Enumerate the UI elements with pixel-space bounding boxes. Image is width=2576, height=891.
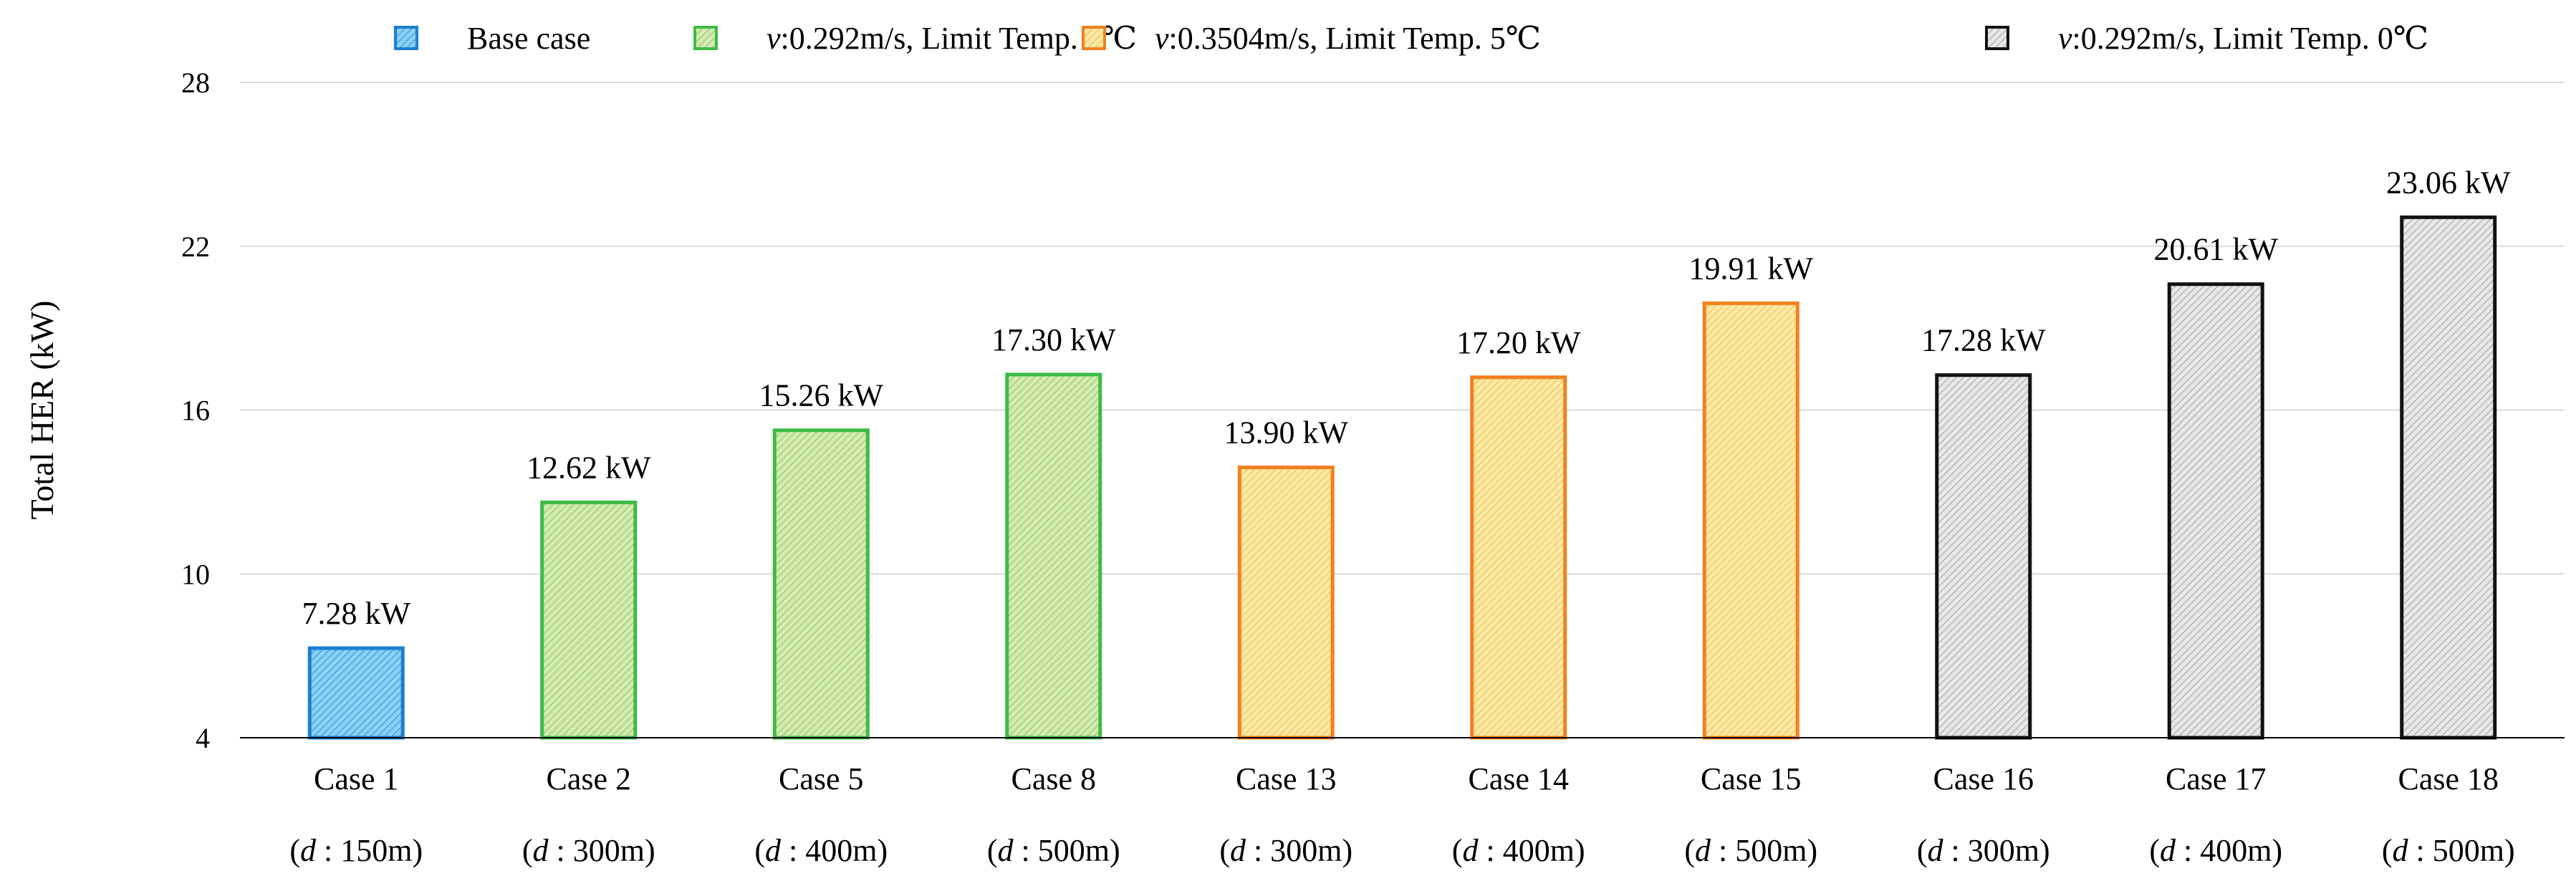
x-tick-label: Case 18 [2398,761,2499,796]
x-tick-sublabel: (d : 300m) [522,833,655,868]
x-tick-label: Case 15 [1701,761,1802,796]
x-tick-label: Case 13 [1236,761,1337,796]
bar-case-8 [1005,372,1102,740]
legend-swatch [1985,26,2009,50]
data-label: 17.30 kW [991,322,1116,357]
y-tick-label: 10 [181,558,210,590]
x-tick-sublabel: (d : 500m) [987,833,1120,868]
y-tick-label: 16 [181,395,210,427]
legend-swatch [394,26,418,50]
x-tick-sublabel: (d : 500m) [1684,833,1817,868]
data-label: 17.20 kW [1456,325,1581,360]
legend-label: Base case [467,21,590,56]
data-labels: 7.28 kW 12.62 kW 15.26 kW 17.30 kW 13.90 kW 1… [302,165,2511,631]
data-label: 20.61 kW [2153,232,2278,267]
x-tick-label: Case 14 [1468,761,1569,796]
bar-case-16 [1935,373,2032,740]
x-tick-label: Case 8 [1011,761,1096,796]
x-tick-label: Case 5 [779,761,864,796]
legend-label: v:0.3504m/s, Limit Temp. 5℃ [1155,21,1541,56]
x-tick-sublabel: (d : 300m) [1219,833,1352,868]
legend: Base case v:0.292m/s, Limit Temp. 5℃ v:0.3… [394,21,2428,56]
data-label: 17.28 kW [1921,323,2046,358]
bar-case-18 [2400,215,2497,740]
x-tick-sublabel: (d : 500m) [2382,833,2515,868]
bar-case-13 [1237,466,1335,740]
data-label: 13.90 kW [1224,415,1348,451]
legend-label: v:0.292m/s, Limit Temp. 5℃ [766,21,1137,56]
data-label: 7.28 kW [302,596,410,631]
x-tick-sublabel: (d : 400m) [2149,833,2282,868]
data-label: 19.91 kW [1688,251,1813,286]
x-tick-sublabel: (d : 400m) [1452,833,1585,868]
bars [307,215,2497,740]
bar-case-17 [2167,282,2264,740]
y-tick-label: 4 [196,722,210,754]
bar-case-1 [307,646,405,740]
legend-swatch [693,26,718,50]
bar-case-5 [772,428,870,740]
legend-swatch [1082,26,1106,50]
x-tick-sublabel: (d : 400m) [754,833,888,868]
x-tick-label: Case 2 [546,761,631,796]
data-label: 12.62 kW [527,450,651,485]
bar-case-2 [540,500,638,740]
y-axis-title: Total HER (kW) [24,301,60,520]
x-tick-label: Case 16 [1933,761,2034,796]
x-tick-label: Case 17 [2166,761,2267,796]
x-axis-labels: Case 1 (d : 150m) Case 2 (d : 300m) Case 5 (d… [289,761,2514,868]
x-tick-sublabel: (d : 300m) [1917,833,2050,868]
bar-case-15 [1702,301,1799,740]
data-label: 15.26 kW [759,378,883,413]
bar-case-14 [1470,375,1567,740]
x-tick-sublabel: (d : 150m) [289,833,423,868]
y-axis-ticks: 4 10 16 22 28 [181,67,210,754]
data-label: 23.06 kW [2386,165,2511,200]
x-tick-label: Case 1 [314,761,399,796]
y-tick-label: 22 [181,231,210,263]
legend-label: v:0.292m/s, Limit Temp. 0℃ [2058,21,2428,56]
y-tick-label: 28 [181,67,210,99]
